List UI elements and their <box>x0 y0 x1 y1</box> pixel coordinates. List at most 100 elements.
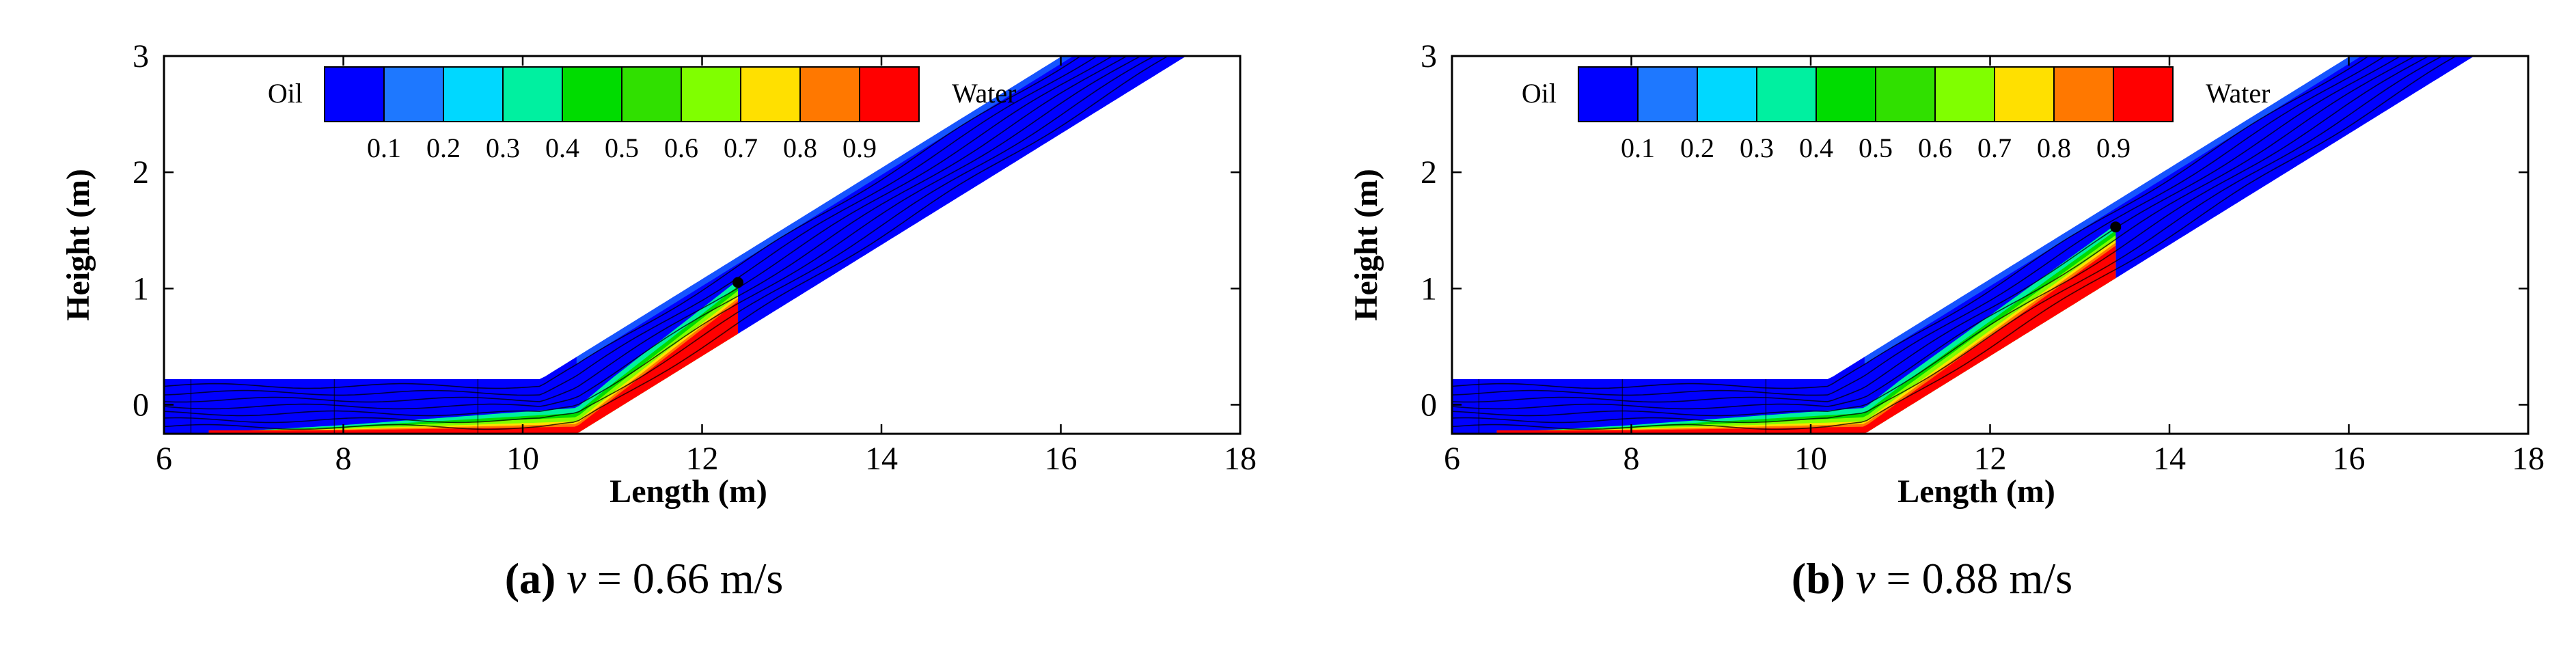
x-tick-label: 8 <box>1623 441 1640 477</box>
x-tick-label: 14 <box>2153 441 2186 477</box>
y-tick-label: 2 <box>133 154 149 191</box>
legend-swatch <box>502 66 563 122</box>
y-tick-label: 1 <box>1421 271 1437 307</box>
x-tick-label: 16 <box>1045 441 1078 477</box>
band-0.7 <box>208 290 739 434</box>
legend-swatch <box>1637 66 1698 122</box>
pipe-oil-region <box>164 56 1187 434</box>
streamline <box>1452 56 2458 430</box>
legend-swatch <box>621 66 682 122</box>
pipe-edge-band <box>1864 56 2362 364</box>
x-tick-label: 14 <box>865 441 898 477</box>
y-tick-label: 0 <box>133 387 149 423</box>
legend-level-label: 0.4 <box>545 133 579 163</box>
y-axis-label: Height (m) <box>1348 169 1384 321</box>
legend-level-label: 0.4 <box>1799 133 1833 163</box>
x-tick-label: 10 <box>1794 441 1827 477</box>
legend-level-label: 0.1 <box>367 133 401 163</box>
legend-water-label: Water <box>952 78 1017 109</box>
legend-swatch <box>562 66 622 122</box>
legend-level-label: 0.7 <box>724 133 758 163</box>
caption-value: = 0.88 m/s <box>1886 554 2073 603</box>
streamline <box>164 56 1082 389</box>
streamline <box>1452 56 2430 417</box>
caption-variable: v <box>566 554 586 603</box>
y-tick-label: 1 <box>133 271 149 307</box>
legend-level-label: 0.5 <box>1859 133 1893 163</box>
legend-swatch <box>2113 66 2174 122</box>
x-tick-label: 18 <box>1224 441 1257 477</box>
x-tick-label: 8 <box>335 441 352 477</box>
legend-level-label: 0.7 <box>1977 133 2012 163</box>
caption-a: (a) v = 0.66 m/s <box>0 553 1288 604</box>
x-tick-label: 12 <box>1974 441 2007 477</box>
legend-level-label: 0.3 <box>486 133 520 163</box>
legend-swatch <box>740 66 801 122</box>
legend-swatch <box>1578 66 1639 122</box>
caption-b: (b) v = 0.88 m/s <box>1288 553 2576 604</box>
x-tick-label: 18 <box>2512 441 2545 477</box>
y-tick-label: 3 <box>133 38 149 74</box>
pipe-edge-band <box>576 56 1074 364</box>
y-tick-label: 0 <box>1421 387 1437 423</box>
front-bubble <box>732 277 743 288</box>
caption-letter: (b) <box>1791 554 1846 603</box>
legend-level-label: 0.2 <box>426 133 461 163</box>
plot-area <box>1452 56 2475 434</box>
streamline <box>164 56 1142 417</box>
y-axis-label: Height (m) <box>60 169 96 321</box>
legend-swatch <box>799 66 860 122</box>
y-tick-label: 3 <box>1421 38 1437 74</box>
legend-level-label: 0.6 <box>1918 133 1952 163</box>
x-tick-label: 6 <box>156 441 172 477</box>
legend-level-label: 0.8 <box>2037 133 2071 163</box>
streamline <box>164 56 1128 410</box>
legend-level-label: 0.3 <box>1740 133 1774 163</box>
legend-oil-label: Oil <box>1522 78 1557 109</box>
legend-level-label: 0.9 <box>842 133 877 163</box>
legend-level-label: 0.8 <box>783 133 817 163</box>
x-axis-label: Length (m) <box>609 473 767 510</box>
legend-level-label: 0.1 <box>1621 133 1655 163</box>
x-tick-label: 16 <box>2333 441 2366 477</box>
streamline <box>1452 56 2443 424</box>
streamline <box>1452 56 2386 396</box>
legend-level-label: 0.5 <box>605 133 639 163</box>
legend-swatch <box>443 66 504 122</box>
front-bubble <box>2110 221 2122 233</box>
x-tick-label: 10 <box>506 441 539 477</box>
band-0.8 <box>208 295 739 434</box>
legend-swatch <box>383 66 444 122</box>
legend-swatch <box>681 66 741 122</box>
caption-letter: (a) <box>504 554 556 603</box>
caption-value: = 0.66 m/s <box>597 554 784 603</box>
water-layer <box>1496 245 2116 434</box>
legend-swatch <box>1934 66 1995 122</box>
x-axis-label: Length (m) <box>1897 473 2055 510</box>
panel-a: 6 8 10 12 14 16 18 0 1 2 3 Length (m) Height (m) Oil W… <box>0 38 1288 604</box>
streamline <box>1452 56 2416 410</box>
streamline <box>1452 56 2370 389</box>
streamline <box>164 56 1098 396</box>
legend-level-label: 0.9 <box>2096 133 2130 163</box>
y-tick-label: 2 <box>1421 154 1437 191</box>
legend-swatch <box>859 66 920 122</box>
caption-variable: v <box>1856 554 1876 603</box>
streamline <box>1452 56 2402 403</box>
legend: Oil Water 0.1 0.2 0.3 0.4 0.5 0.6 0.7 0.8 0.9 <box>268 66 1017 163</box>
legend-level-label: 0.2 <box>1680 133 1714 163</box>
legend-swatch <box>1875 66 1936 122</box>
legend: Oil Water 0.1 0.2 0.3 0.4 0.5 0.6 0.7 0.8 0.9 <box>1522 66 2271 163</box>
legend-swatch <box>1697 66 1757 122</box>
legend-swatch <box>324 66 385 122</box>
legend-level-label: 0.6 <box>664 133 698 163</box>
legend-swatch <box>1756 66 1817 122</box>
panel-b: 6 8 10 12 14 16 18 0 1 2 3 Length (m) Height (m) Oil W… <box>1288 0 2576 649</box>
streamline <box>164 56 1170 430</box>
x-tick-label: 12 <box>686 441 719 477</box>
plot-area <box>164 56 1187 434</box>
pipe-oil-region <box>1452 56 2475 434</box>
legend-water-label: Water <box>2206 78 2271 109</box>
